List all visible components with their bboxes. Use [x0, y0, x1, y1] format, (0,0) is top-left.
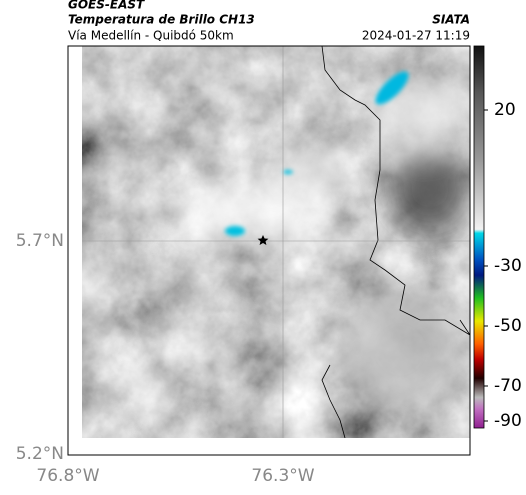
- source: GOES-EAST: [68, 0, 145, 12]
- subtitle: Vía Medellín - Quibdó 50km: [68, 29, 234, 43]
- colorbar-tick-label: -90: [494, 411, 522, 431]
- lat-label: 5.2°N: [16, 444, 64, 464]
- satellite-image: [82, 46, 470, 438]
- colorbar-tick-label: 20: [494, 100, 516, 120]
- timestamp: 2024-01-27 11:19: [362, 29, 470, 43]
- colorbar-tick-label: -70: [494, 376, 522, 396]
- colorbar-tick-label: -30: [494, 256, 522, 276]
- colorbar: [473, 45, 485, 429]
- colorbar-ticks: 20 -30 -50 -70 -90: [484, 100, 522, 431]
- colorbar-tick-label: -50: [494, 316, 522, 336]
- lon-label: 76.8°W: [36, 466, 99, 486]
- lat-label: 5.7°N: [16, 231, 64, 251]
- title: Temperatura de Brillo CH13: [68, 13, 255, 27]
- lon-label: 76.3°W: [251, 466, 314, 486]
- brand: SIATA: [432, 13, 470, 27]
